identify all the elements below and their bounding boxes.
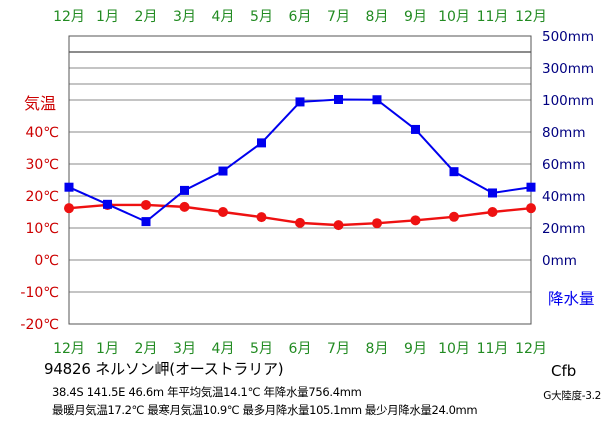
temperature-tick-label: 30℃ xyxy=(25,157,59,173)
precipitation-point xyxy=(141,217,151,227)
climate-classification: Cfb xyxy=(551,362,577,380)
plot-border xyxy=(68,35,532,325)
temperature-axis-title: 気温 xyxy=(24,94,56,113)
temperature-point xyxy=(372,218,382,229)
month-label: 5月 xyxy=(250,341,273,357)
month-label: 9月 xyxy=(404,9,427,25)
month-label: 2月 xyxy=(135,9,158,25)
precipitation-point xyxy=(64,182,74,192)
month-label: 9月 xyxy=(404,341,427,357)
precipitation-tick-label: 60mm xyxy=(542,157,585,173)
precipitation-tick-label: 0mm xyxy=(542,253,577,269)
month-label: 6月 xyxy=(289,9,312,25)
month-label: 12月 xyxy=(515,9,547,25)
precipitation-point xyxy=(449,167,459,177)
precipitation-point xyxy=(372,95,382,105)
temperature-tick-label: 0℃ xyxy=(34,253,59,269)
temperature-point xyxy=(526,203,536,214)
precipitation-point xyxy=(334,94,343,104)
month-label: 12月 xyxy=(53,341,85,357)
continentality-index: G大陸度-3.2 xyxy=(543,390,601,402)
month-label: 12月 xyxy=(53,9,85,25)
temperature-point xyxy=(410,215,421,226)
precipitation-line xyxy=(68,98,532,223)
month-label: 12月 xyxy=(515,341,547,357)
month-label: 3月 xyxy=(173,341,196,357)
precipitation-tick-label: 40mm xyxy=(542,189,585,205)
precipitation-point xyxy=(526,182,536,192)
month-label: 3月 xyxy=(173,9,196,25)
temperature-point xyxy=(449,211,459,222)
month-label: 10月 xyxy=(438,341,470,357)
temperature-point xyxy=(141,199,151,210)
month-label: 11月 xyxy=(477,341,509,357)
temperature-tick-label: -20℃ xyxy=(20,317,59,333)
temperature-point xyxy=(333,220,344,231)
bottom-month-labels: 12月 1月 2月 3月 4月 5月 6月 7月 8月 9月 10月 11月 12月 xyxy=(53,341,547,357)
temperature-tick-label: -10℃ xyxy=(20,285,59,301)
temperature-point xyxy=(295,217,305,228)
temperature-tick-label: 10℃ xyxy=(25,221,59,237)
temperature-axis-ticks: 40℃ 30℃ 20℃ 10℃ 0℃ -10℃ -20℃ xyxy=(20,125,59,333)
precipitation-tick-label: 100mm xyxy=(542,93,594,109)
station-stats-line-2: 最暖月気温17.2℃ 最寒月気温10.9℃ 最多月降水量105.1mm 最少月降… xyxy=(52,403,478,417)
precipitation-point xyxy=(411,124,420,134)
precipitation-point xyxy=(488,188,497,198)
precipitation-point xyxy=(295,97,305,107)
month-label: 7月 xyxy=(327,9,350,25)
precipitation-tick-label: 300mm xyxy=(542,61,594,77)
temperature-point xyxy=(487,207,498,217)
precipitation-point xyxy=(103,199,112,209)
month-label: 6月 xyxy=(289,341,312,357)
month-label: 4月 xyxy=(212,341,235,357)
temperature-point xyxy=(256,212,267,223)
precipitation-point xyxy=(257,138,266,148)
station-stats-line-1: 38.4S 141.5E 46.6m 年平均気温14.1℃ 年降水量756.4m… xyxy=(52,385,362,399)
temperature-point xyxy=(64,203,74,214)
month-label: 4月 xyxy=(212,9,235,25)
top-month-labels: 12月 1月 2月 3月 4月 5月 6月 7月 8月 9月 10月 11月 12月 xyxy=(53,9,547,25)
month-label: 2月 xyxy=(135,341,158,357)
precipitation-tick-label: 20mm xyxy=(542,221,585,237)
chart-grid xyxy=(69,51,531,293)
month-label: 7月 xyxy=(327,341,350,357)
station-name: 94826 ネルソン岬(オーストラリア) xyxy=(44,360,284,378)
month-label: 8月 xyxy=(366,9,389,25)
precipitation-axis-ticks: 500mm 300mm 100mm 80mm 60mm 40mm 20mm 0mm xyxy=(542,29,594,269)
temperature-point xyxy=(179,201,190,212)
precipitation-axis-title: 降水量 xyxy=(548,290,595,308)
month-label: 1月 xyxy=(96,341,119,357)
temperature-point xyxy=(218,207,228,217)
month-label: 5月 xyxy=(250,9,273,25)
series-layer xyxy=(64,94,536,231)
precipitation-point xyxy=(218,166,228,176)
month-label: 10月 xyxy=(438,9,470,25)
precipitation-point xyxy=(180,185,189,195)
temperature-tick-label: 40℃ xyxy=(25,125,59,141)
month-label: 11月 xyxy=(477,9,509,25)
precipitation-tick-label: 80mm xyxy=(542,125,585,141)
temperature-tick-label: 20℃ xyxy=(25,189,59,205)
precipitation-tick-label: 500mm xyxy=(542,29,594,45)
month-label: 1月 xyxy=(96,9,119,25)
month-label: 8月 xyxy=(366,341,389,357)
